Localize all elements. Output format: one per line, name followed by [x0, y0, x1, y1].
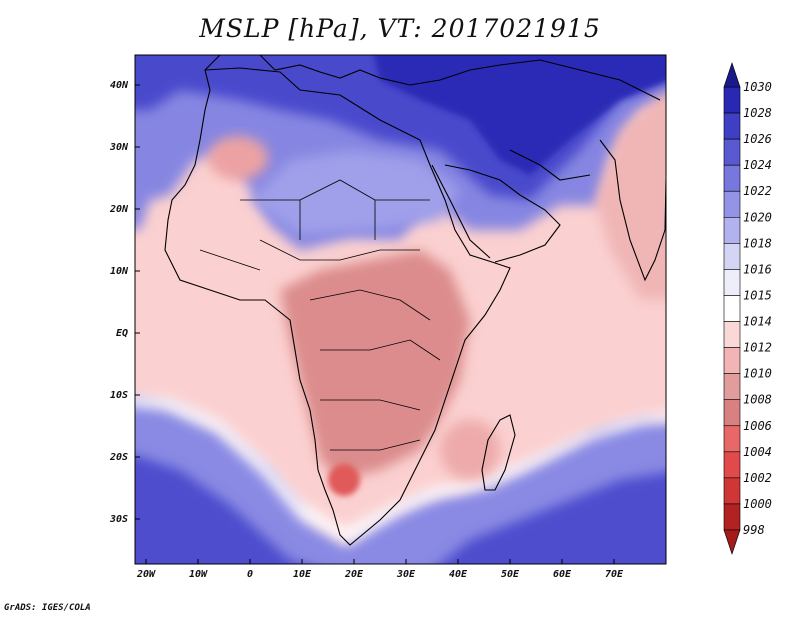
colorbar-box: [723, 138, 741, 166]
colorbar-label: 1028: [743, 106, 772, 120]
colorbar-label: 1006: [743, 419, 772, 433]
madagascar: [481, 414, 516, 491]
lon-tick-label: 30E: [396, 569, 416, 580]
lat-tick-label: 10S: [110, 390, 128, 401]
colorbar-label: 1008: [743, 393, 772, 407]
lon-tick-label: 40E: [449, 569, 468, 580]
lon-tick-label: 0: [247, 569, 253, 580]
plot-frame: [134, 54, 667, 565]
north-high-pressure-deep: [373, 55, 666, 175]
colorbar-label: 1015: [743, 288, 772, 302]
central-africa-low: [280, 250, 470, 480]
colorbar-label: 1020: [743, 210, 772, 224]
colorbar-min-arrow: [723, 529, 741, 555]
chart-title: MSLP [hPa], VT: 2017021915: [199, 14, 601, 43]
kalahari-low: [328, 464, 360, 496]
colorbar-label: 1022: [743, 184, 772, 198]
lat-tick-label: 20S: [109, 452, 128, 463]
lon-tick-label: 70E: [605, 569, 624, 580]
colorbar-label: 1024: [743, 158, 772, 172]
lat-tick-label: 30S: [109, 514, 128, 525]
colorbar-box: [723, 269, 741, 296]
colorbar-box: [723, 321, 741, 348]
lat-tick-label: 20N: [109, 204, 129, 215]
sahara-ridge: [250, 150, 460, 235]
colorbar-box: [723, 295, 741, 322]
lat-tick-label: 10N: [110, 266, 129, 277]
colorbar-label: 998: [743, 523, 765, 537]
lon-tick-label: 10E: [293, 569, 312, 580]
south-high-pressure-core: [135, 455, 666, 564]
colorbar-label: 1026: [743, 132, 772, 146]
colorbar-box: [723, 216, 741, 244]
colorbar-box: [723, 190, 741, 218]
colorbar-box: [723, 347, 741, 374]
lon-tick-label: 20E: [344, 569, 364, 580]
arabian-peninsula: [444, 164, 561, 263]
colorbar: 1030 1028 1026 1024 1022 1020 1018 1016 1015 1014…: [723, 62, 772, 555]
software-credit: GrADS: IGES/COLA: [4, 603, 91, 613]
lon-axis: 20W 10W 0 10E 20E 30E 40E 50E 60E 70E: [136, 559, 624, 580]
colorbar-box: [723, 112, 741, 140]
country-borders: [199, 179, 441, 451]
colorbar-label: 1014: [743, 315, 772, 329]
colorbar-box: [723, 243, 741, 270]
colorbar-label: 1000: [743, 497, 772, 511]
northwest-africa-low: [208, 136, 268, 180]
colorbar-label: 1018: [743, 236, 772, 250]
colorbar-label: 1004: [743, 445, 772, 459]
india-coastline: [599, 139, 666, 282]
pressure-field: [135, 55, 666, 564]
colorbar-label: 1030: [743, 80, 772, 94]
colorbar-box: [723, 373, 741, 401]
lat-tick-label: EQ: [116, 328, 128, 339]
europe-coastline: [204, 55, 661, 101]
africa-coastline: [164, 67, 511, 546]
red-sea: [431, 164, 491, 259]
colorbar-label: 1012: [743, 341, 772, 355]
colorbar-box: [723, 86, 741, 114]
lon-tick-label: 60E: [553, 569, 572, 580]
colorbar-box: [723, 399, 741, 427]
colorbar-box: [723, 164, 741, 192]
colorbar-label: 1002: [743, 471, 772, 485]
lat-axis: 40N 30N 20N 10N EQ 10S 20S 30S: [109, 80, 140, 525]
colorbar-box: [723, 451, 741, 479]
lat-tick-label: 40N: [110, 80, 129, 91]
coastlines: [164, 55, 666, 546]
madagascar-channel-low: [440, 420, 500, 480]
lon-tick-label: 20W: [136, 569, 156, 580]
colorbar-label: 1016: [743, 262, 772, 276]
colorbar-box: [723, 503, 741, 531]
colorbar-label: 1010: [743, 367, 772, 381]
lon-tick-label: 10W: [189, 569, 208, 580]
lat-tick-label: 30N: [109, 142, 129, 153]
colorbar-box: [723, 477, 741, 505]
persian-gulf: [509, 149, 591, 181]
south-asia-low: [595, 93, 666, 300]
colorbar-max-arrow: [723, 62, 741, 88]
south-boundary-light: [135, 395, 666, 545]
colorbar-box: [723, 425, 741, 453]
lon-tick-label: 50E: [501, 569, 520, 580]
